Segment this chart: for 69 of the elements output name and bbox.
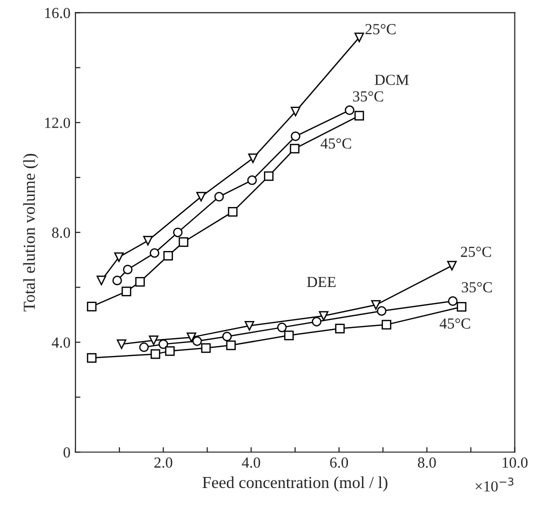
- y-tick-label: 12.0: [45, 118, 70, 128]
- point: [122, 286, 132, 296]
- point: [447, 260, 457, 270]
- point: [448, 296, 458, 306]
- x-tick-label: 4.0: [242, 457, 260, 468]
- point: [226, 340, 236, 350]
- point: [148, 336, 158, 346]
- point: [178, 237, 188, 247]
- point: [158, 339, 168, 349]
- point: [112, 276, 122, 286]
- point: [86, 353, 97, 363]
- point: [201, 343, 211, 353]
- y-tick-label: 0: [64, 447, 70, 458]
- point: [290, 144, 300, 154]
- point: [277, 322, 287, 332]
- x-tick-label: 6.0: [330, 457, 348, 468]
- annotation: DEE: [307, 276, 336, 287]
- point: [382, 320, 392, 330]
- series-label: 35°C: [462, 282, 492, 292]
- point: [248, 153, 258, 164]
- point: [143, 236, 153, 246]
- point: [192, 336, 202, 346]
- y-axis-title: Total elution volume (l): [23, 154, 38, 312]
- point: [312, 316, 322, 326]
- point: [247, 175, 257, 186]
- point: [222, 332, 232, 342]
- point: [244, 320, 254, 331]
- point: [165, 346, 175, 356]
- point: [186, 332, 196, 342]
- x-tick-label: 8.0: [418, 457, 436, 468]
- text: ×10$^{−3}$: [476, 478, 514, 492]
- series-label: 25°C: [460, 246, 491, 257]
- point: [173, 228, 183, 238]
- x-axis-title: Feed concentration (mol / l): [202, 476, 388, 492]
- point: [290, 106, 300, 116]
- point: [135, 277, 145, 287]
- point: [150, 349, 160, 359]
- point: [96, 276, 106, 286]
- point: [318, 311, 328, 321]
- point: [354, 110, 364, 120]
- series-label: 45°C: [440, 318, 470, 329]
- point: [335, 324, 345, 334]
- point: [163, 250, 173, 261]
- x-tick-label: 2.0: [154, 457, 172, 468]
- point: [290, 131, 300, 142]
- y-tick-label: 4.0: [52, 337, 70, 348]
- annotation: DCM: [374, 74, 409, 85]
- point: [264, 171, 274, 181]
- y-tick-label: 16.0: [45, 8, 70, 18]
- point: [116, 339, 126, 349]
- point: [139, 342, 149, 352]
- point: [122, 264, 133, 274]
- point: [371, 300, 381, 310]
- series-label: 45°C: [320, 138, 352, 149]
- point: [196, 192, 206, 202]
- series-label: 25°C: [365, 24, 396, 34]
- y-tick-label: 8.0: [52, 228, 70, 238]
- point: [228, 207, 238, 217]
- point: [284, 330, 294, 340]
- point: [354, 32, 364, 42]
- point: [376, 306, 386, 316]
- point: [150, 248, 160, 258]
- point: [344, 105, 354, 115]
- point: [86, 302, 97, 312]
- point: [114, 252, 124, 262]
- point: [456, 302, 466, 312]
- x-tick-label: 10.0: [502, 457, 528, 468]
- point: [214, 192, 224, 202]
- series-label: 35°C: [353, 91, 384, 102]
